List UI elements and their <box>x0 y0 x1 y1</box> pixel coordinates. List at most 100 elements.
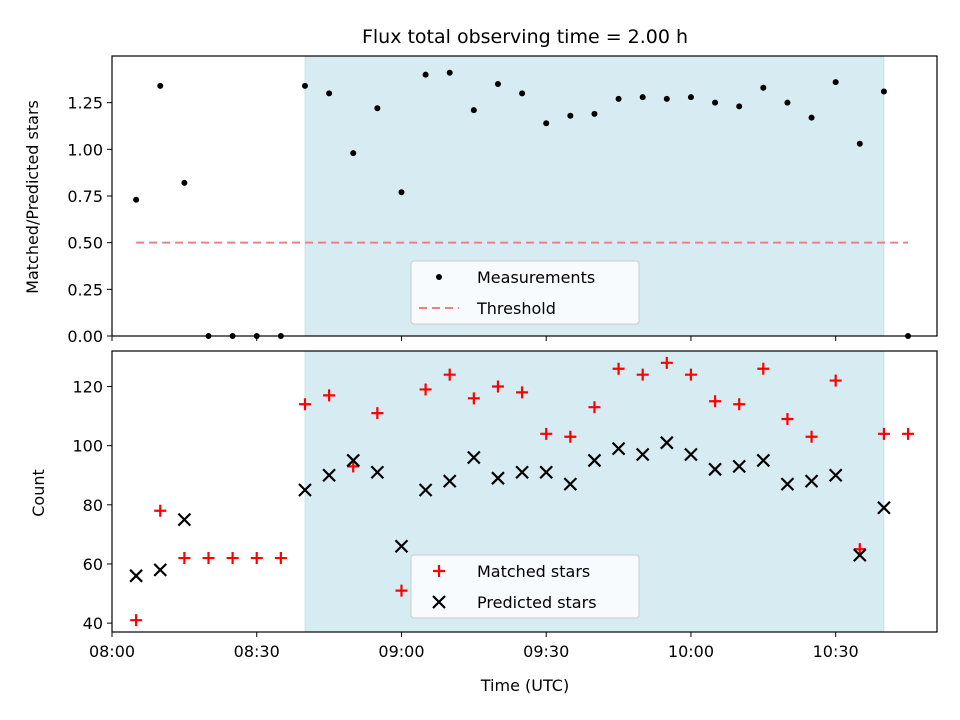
predicted-star-point <box>153 563 168 577</box>
y-tick-label: 0.50 <box>67 234 103 253</box>
measurement-point <box>374 105 381 112</box>
axes-frame <box>111 55 938 337</box>
predicted-star-point <box>491 471 505 485</box>
measurement-point <box>446 69 453 76</box>
legend: Measurements Threshold <box>410 260 640 325</box>
measurement-point <box>712 99 719 106</box>
matched-star-point <box>853 543 866 556</box>
measurement-point <box>350 150 357 157</box>
predicted-star-point <box>442 474 457 488</box>
y-tick-label: 1.00 <box>67 140 103 159</box>
measurement-point <box>519 90 526 97</box>
matched-star-point <box>178 552 191 565</box>
matched-star-point <box>564 430 577 443</box>
matched-star-point <box>877 427 890 440</box>
matched-star-point <box>202 552 215 565</box>
axes-frame <box>111 350 938 633</box>
measurement-point <box>808 114 815 121</box>
predicted-star-point <box>853 548 867 562</box>
x-tick-label: 10:00 <box>668 642 714 661</box>
y-tick-label: 0.00 <box>67 327 103 346</box>
predicted-star-point <box>129 569 143 583</box>
measurement-point <box>736 103 743 110</box>
legend-box <box>410 260 640 325</box>
measurement-point <box>832 79 839 86</box>
y-tick-label: 80 <box>83 496 103 515</box>
chart-title: Flux total observing time = 2.00 h <box>362 26 688 48</box>
predicted-star-point <box>708 462 722 477</box>
y-tick-label: 120 <box>72 377 103 396</box>
matched-star-point <box>781 413 794 426</box>
matched-star-point <box>443 368 456 381</box>
predicted-star-point <box>418 483 433 497</box>
measurement-point <box>760 84 767 91</box>
matched-star-point <box>636 368 649 381</box>
measurement-point <box>133 196 140 203</box>
measurement-point <box>181 179 188 186</box>
matched-star-point <box>660 356 673 369</box>
matched-star-point <box>612 362 625 375</box>
predicted-star-point <box>660 435 674 450</box>
predicted-star-point <box>346 453 361 468</box>
predicted-star-point <box>539 465 553 480</box>
y-tick-label: 100 <box>72 437 103 456</box>
legend-label: Measurements <box>477 268 595 287</box>
matched-star-point <box>491 380 504 393</box>
predicted-star-point <box>804 474 819 488</box>
measurement-point <box>639 94 646 101</box>
matched-star-point <box>540 427 553 440</box>
matched-star-point <box>298 398 311 411</box>
matched-star-point <box>250 552 263 565</box>
matched-star-point <box>733 398 746 411</box>
measurement-point <box>494 81 501 87</box>
x-tick-label: 08:30 <box>234 642 280 661</box>
y-tick-label: 40 <box>83 614 103 633</box>
measurement-point <box>880 88 887 95</box>
matched-star-point <box>347 460 360 473</box>
matched-star-point <box>154 504 167 517</box>
matched-star-point <box>274 552 287 565</box>
predicted-star-point <box>322 468 336 483</box>
measurement-point <box>687 94 694 101</box>
matched-star-point <box>829 374 842 387</box>
predicted-star-point <box>732 459 746 474</box>
matched-star-point <box>684 368 697 381</box>
measurement-point <box>663 95 670 102</box>
predicted-star-point <box>370 465 385 480</box>
y-tick-label: 0.25 <box>67 280 103 299</box>
top-panel: 0.00 0.25 0.50 0.75 1.00 1.25 Measurements Thre… <box>67 55 938 346</box>
series-matched-stars <box>130 356 915 627</box>
matched-star-point <box>323 389 336 402</box>
legend-box <box>410 554 640 619</box>
measurement-point <box>301 82 308 89</box>
y-tick-label: 60 <box>83 555 103 574</box>
bottom-panel: 40 60 80 100 120 08:00 08:30 09:00 09:30 10:00 10:… <box>72 350 938 661</box>
predicted-star-point <box>587 453 602 468</box>
predicted-star-point <box>635 447 650 462</box>
series-measurements <box>133 69 912 339</box>
predicted-star-point <box>177 512 192 527</box>
matched-star-point <box>371 407 384 420</box>
matched-star-point <box>709 395 722 408</box>
x-tick-label: 09:30 <box>523 642 569 661</box>
predicted-star-point <box>684 447 698 462</box>
x-tick-label: 10:30 <box>813 642 859 661</box>
matched-star-point <box>395 584 408 597</box>
x-axis-label: Time (UTC) <box>480 676 569 695</box>
predicted-star-point <box>611 441 626 456</box>
measurement-point <box>543 120 550 127</box>
predicted-star-point <box>298 483 312 497</box>
legend-marker <box>432 595 446 609</box>
legend: Matched stars Predicted stars <box>410 554 640 619</box>
matched-star-point <box>805 430 818 443</box>
matched-star-point <box>588 401 601 414</box>
measurement-point <box>470 107 477 114</box>
legend-marker <box>433 565 445 577</box>
y-tick-label: 0.75 <box>67 187 103 206</box>
series-predicted-stars <box>129 435 891 583</box>
legend-marker <box>436 274 442 280</box>
legend-label: Predicted stars <box>477 593 597 612</box>
predicted-star-point <box>877 500 891 515</box>
measurement-point <box>591 110 598 117</box>
